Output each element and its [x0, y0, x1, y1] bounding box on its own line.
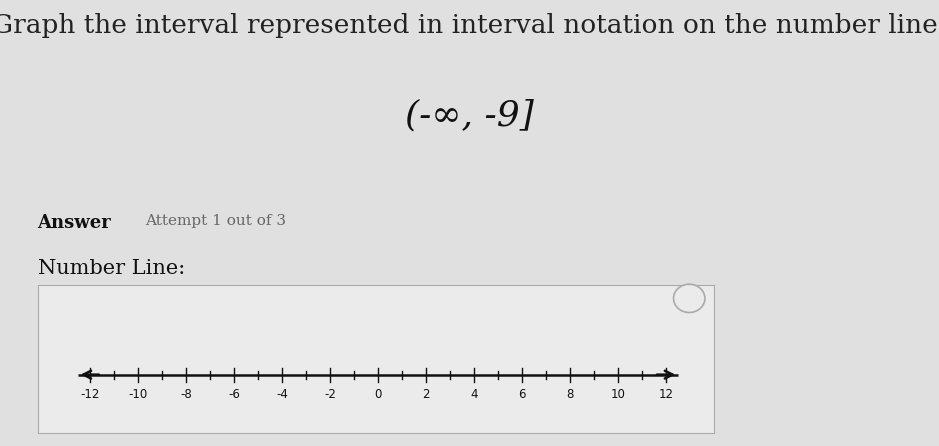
Text: 8: 8: [566, 388, 574, 401]
Text: 10: 10: [610, 388, 625, 401]
Text: -6: -6: [228, 388, 239, 401]
Text: -2: -2: [324, 388, 336, 401]
Text: 4: 4: [470, 388, 478, 401]
Text: Graph the interval represented in interval notation on the number line.: Graph the interval represented in interv…: [0, 13, 939, 38]
Text: -10: -10: [128, 388, 147, 401]
Text: Attempt 1 out of 3: Attempt 1 out of 3: [146, 214, 286, 228]
Text: Number Line:: Number Line:: [38, 259, 185, 278]
Text: -12: -12: [80, 388, 100, 401]
Text: 12: 12: [658, 388, 673, 401]
Text: 2: 2: [423, 388, 430, 401]
Text: -4: -4: [276, 388, 288, 401]
Text: 0: 0: [375, 388, 381, 401]
Text: (-∞, -9]: (-∞, -9]: [405, 98, 534, 132]
Circle shape: [673, 284, 705, 313]
Text: Answer: Answer: [38, 214, 112, 232]
Text: 6: 6: [518, 388, 526, 401]
Text: -8: -8: [180, 388, 192, 401]
